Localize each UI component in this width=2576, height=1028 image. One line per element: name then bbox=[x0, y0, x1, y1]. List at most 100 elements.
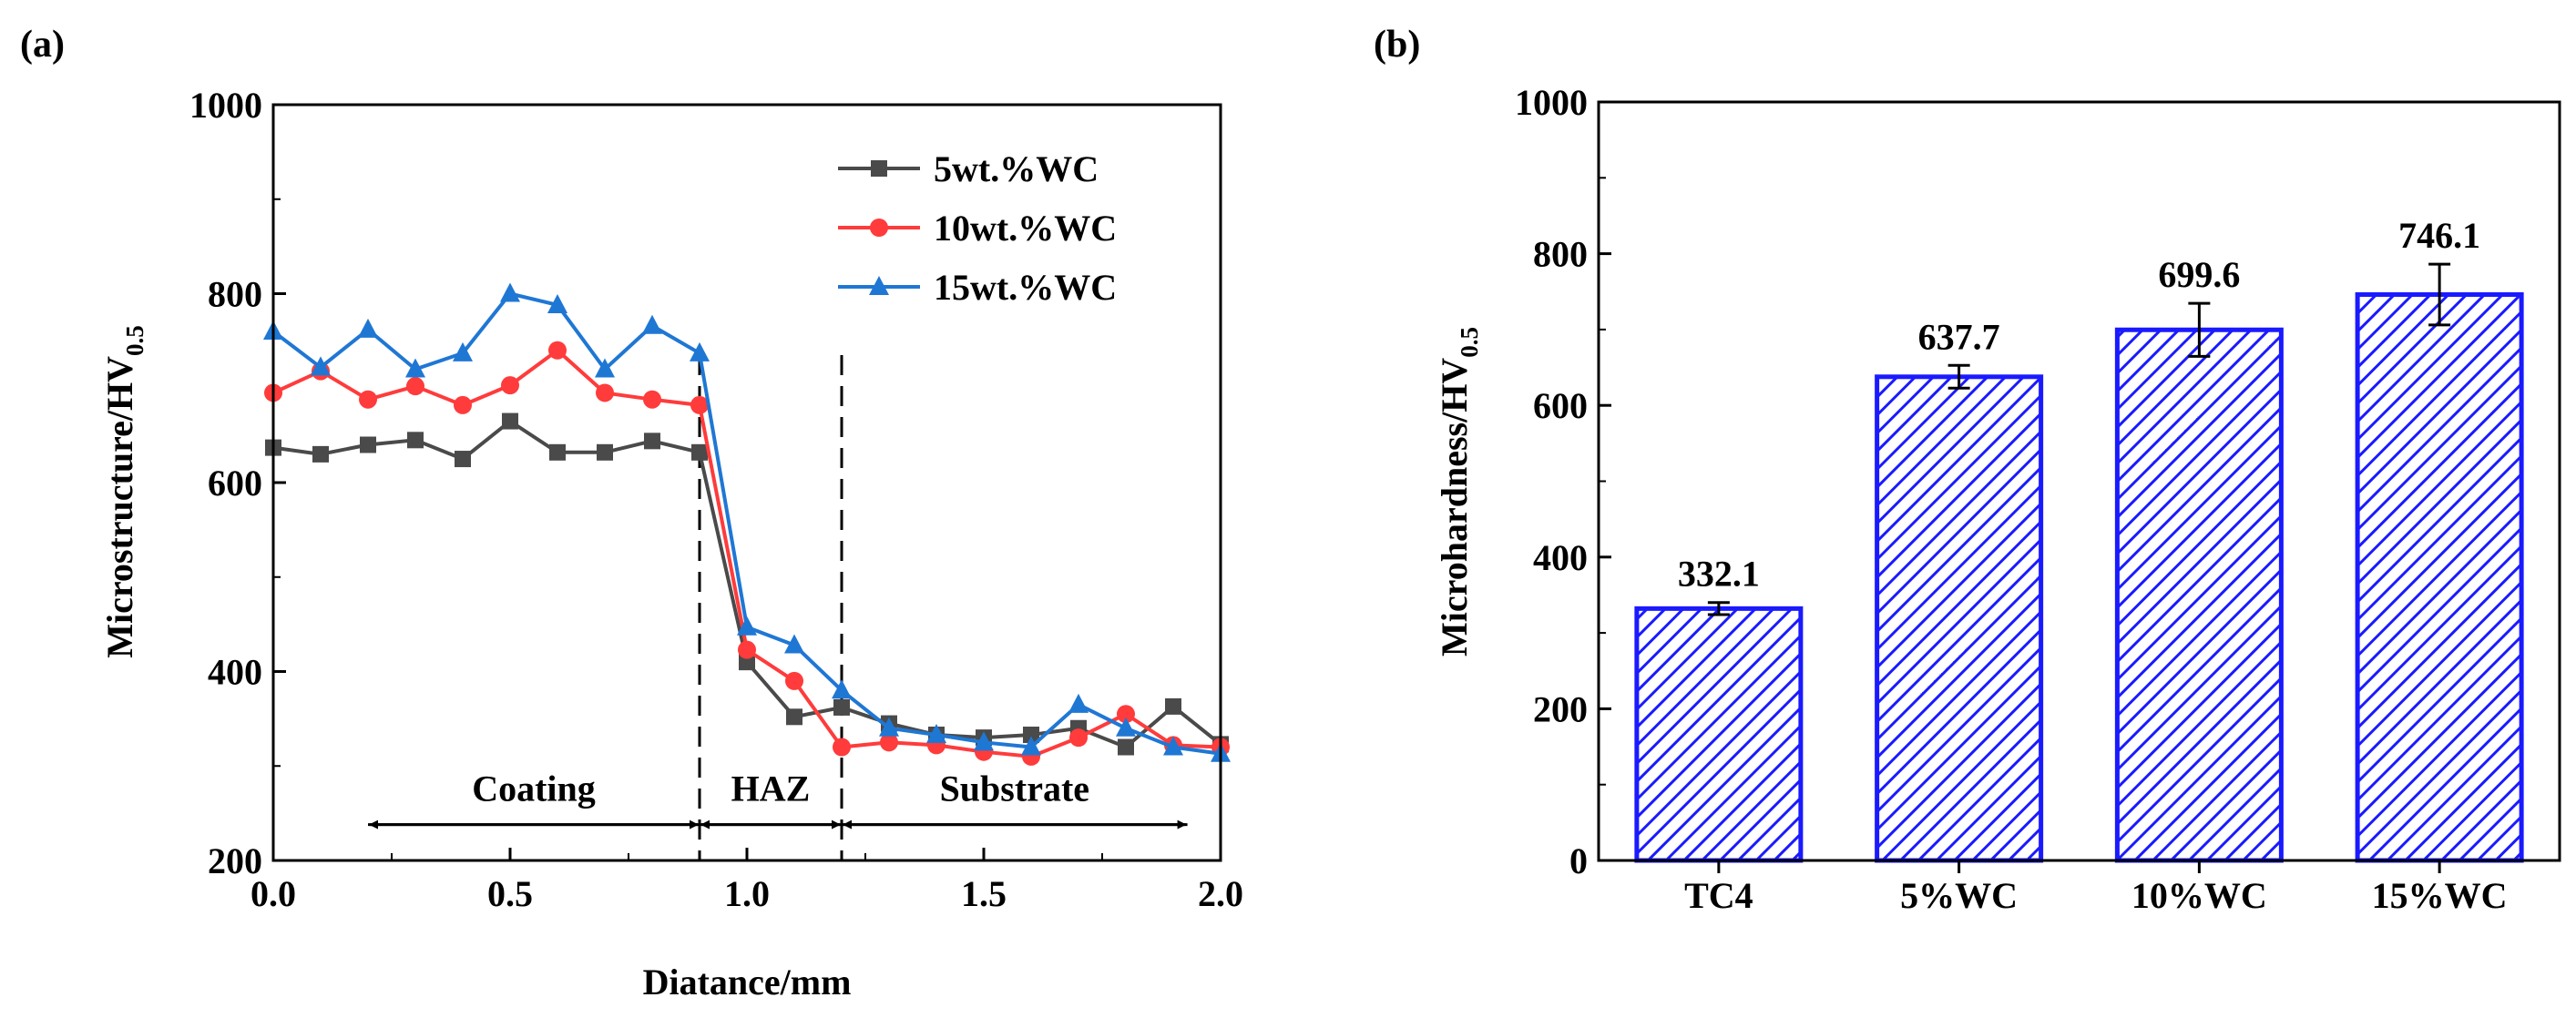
data-point bbox=[1068, 693, 1089, 713]
data-point bbox=[691, 443, 708, 461]
data-point bbox=[548, 341, 567, 360]
data-point bbox=[312, 445, 329, 463]
panel-a-xtick-label: 0.5 bbox=[487, 873, 533, 914]
panel-a-xlabel: Diatance/mm bbox=[643, 962, 852, 1003]
region-label: Substrate bbox=[940, 768, 1089, 809]
bar bbox=[1634, 606, 1804, 863]
data-point bbox=[785, 671, 803, 690]
data-point bbox=[1116, 717, 1136, 737]
data-point bbox=[738, 640, 756, 659]
data-point bbox=[1163, 736, 1183, 756]
panel-b-ytick-label: 1000 bbox=[1515, 82, 1588, 123]
data-point bbox=[407, 432, 424, 449]
bar bbox=[2114, 327, 2284, 863]
panel-a-legend: 5wt.%WC 10wt.%WC 15wt.%WC bbox=[838, 148, 1117, 308]
category-label: 5%WC bbox=[1900, 875, 2018, 916]
region-label: HAZ bbox=[731, 768, 811, 809]
data-point bbox=[455, 451, 471, 468]
panel-a-xtick-label: 1.5 bbox=[961, 873, 1007, 914]
data-point bbox=[1021, 736, 1041, 756]
panel-b-ylabel-sub: 0.5 bbox=[1456, 327, 1483, 358]
data-point bbox=[786, 708, 802, 726]
data-point bbox=[453, 341, 473, 361]
panel-a-ytick-label: 200 bbox=[208, 840, 262, 881]
data-point bbox=[405, 358, 425, 378]
legend-label: 5wt.%WC bbox=[934, 148, 1099, 189]
data-point bbox=[502, 412, 518, 430]
data-point bbox=[1069, 728, 1088, 748]
data-point bbox=[974, 731, 994, 751]
data-point bbox=[832, 679, 852, 699]
panel-b-axes-frame bbox=[1597, 100, 2561, 862]
panel-b-ylabel-main: Microhardness/HV bbox=[1434, 358, 1475, 656]
data-point bbox=[833, 698, 850, 716]
panel-a-xtick-label: 0.0 bbox=[250, 873, 296, 914]
series-15wt.%WC bbox=[263, 282, 1231, 762]
data-point bbox=[358, 318, 378, 338]
data-point bbox=[311, 356, 331, 376]
panel-b-ytick-label: 600 bbox=[1533, 385, 1588, 426]
data-point bbox=[406, 377, 424, 396]
legend-marker bbox=[869, 276, 889, 295]
data-point bbox=[595, 358, 615, 378]
bar-value-label: 637.7 bbox=[1918, 316, 2000, 357]
data-point bbox=[926, 724, 946, 744]
data-point bbox=[737, 616, 757, 636]
panel-a-xtick-label: 2.0 bbox=[1198, 873, 1243, 914]
panel-a-axes-frame bbox=[271, 103, 1222, 862]
panel-a-ytick-label: 600 bbox=[208, 463, 262, 504]
data-point bbox=[833, 738, 851, 757]
panel-b: (b) Microhardness/HV0.5 0 200 400 600 800 100… bbox=[1374, 24, 2561, 916]
legend-marker bbox=[870, 219, 888, 237]
bar-value-label: 746.1 bbox=[2398, 215, 2480, 256]
data-point bbox=[643, 390, 661, 409]
series-10wt.%WC bbox=[264, 341, 1230, 766]
data-point bbox=[547, 293, 567, 313]
data-point bbox=[1165, 697, 1181, 715]
data-point bbox=[642, 314, 662, 334]
data-point bbox=[500, 282, 520, 302]
svg-text:Microstructure/HV0.5: Microstructure/HV0.5 bbox=[99, 325, 148, 658]
legend-label: 15wt.%WC bbox=[934, 267, 1117, 308]
data-point bbox=[644, 433, 660, 450]
data-point bbox=[597, 443, 613, 461]
data-point bbox=[739, 654, 755, 671]
data-point bbox=[360, 436, 376, 453]
panel-a-xtick-label: 1.0 bbox=[724, 873, 770, 914]
panel-b-ytick-label: 400 bbox=[1533, 537, 1588, 578]
bar-value-label: 699.6 bbox=[2158, 254, 2240, 295]
region-label: Coating bbox=[472, 768, 596, 809]
category-label: 15%WC bbox=[2372, 875, 2508, 916]
data-point bbox=[596, 383, 614, 402]
data-point bbox=[549, 443, 566, 461]
data-point bbox=[784, 634, 804, 654]
svg-text:Microhardness/HV0.5: Microhardness/HV0.5 bbox=[1434, 327, 1483, 656]
panel-a-ylabel: Microstructure/HV0.5 bbox=[99, 325, 148, 658]
data-point bbox=[454, 395, 472, 414]
data-point bbox=[690, 395, 709, 414]
data-point bbox=[879, 717, 899, 737]
data-point bbox=[1117, 705, 1135, 724]
panel-b-ylabel: Microhardness/HV0.5 bbox=[1434, 327, 1483, 656]
bar bbox=[2355, 291, 2524, 863]
data-point bbox=[1023, 727, 1039, 744]
data-point bbox=[1118, 738, 1134, 756]
panel-b-label: (b) bbox=[1374, 24, 1420, 66]
bar-value-label: 332.1 bbox=[1678, 554, 1760, 595]
panel-a-ytick-label: 800 bbox=[208, 274, 262, 315]
category-label: TC4 bbox=[1684, 875, 1753, 916]
category-label: 10%WC bbox=[2131, 875, 2267, 916]
panel-a-ytick-label: 1000 bbox=[189, 85, 262, 126]
data-point bbox=[690, 341, 710, 361]
panel-b-ytick-label: 800 bbox=[1533, 234, 1588, 275]
legend-marker bbox=[871, 160, 887, 177]
panel-b-ytick-label: 200 bbox=[1533, 688, 1588, 729]
data-point bbox=[501, 376, 519, 395]
data-point bbox=[880, 733, 898, 752]
panel-b-ytick-label: 0 bbox=[1569, 840, 1588, 881]
panel-a-ylabel-sub: 0.5 bbox=[121, 325, 148, 356]
panel-a-ytick-label: 400 bbox=[208, 652, 262, 693]
bar bbox=[1875, 374, 2044, 863]
panel-a: (a) Microstructure/HV0.5 Diatance/mm 200… bbox=[20, 24, 1243, 1003]
